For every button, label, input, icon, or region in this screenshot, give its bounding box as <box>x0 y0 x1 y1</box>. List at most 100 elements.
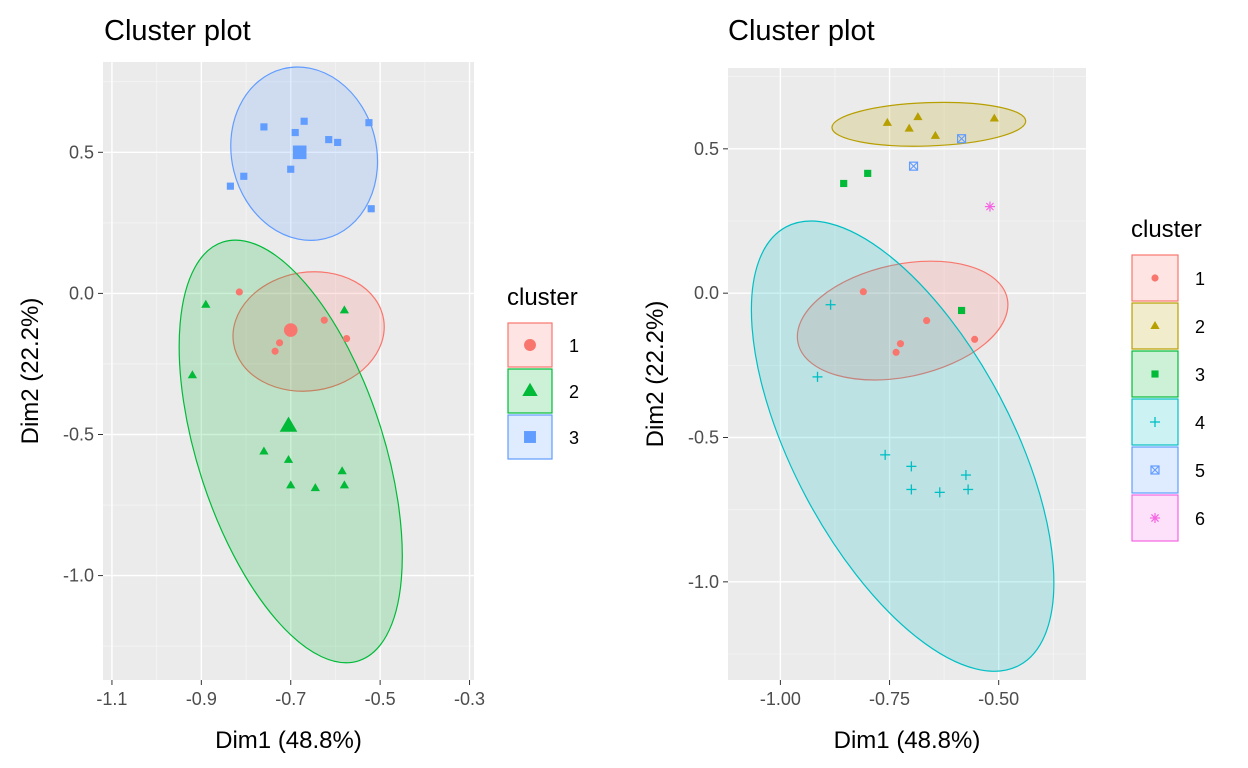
data-point <box>956 134 967 144</box>
legend-item-2: 2 <box>507 368 579 414</box>
y-axis-title: Dim2 (22.2%) <box>642 301 669 448</box>
cluster-ellipse-4 <box>750 220 1055 672</box>
cluster-center <box>292 145 307 160</box>
axes: -1.1 -0.9 -0.7 -0.5 -0.3 -1.0 -0.5 0.0 0.5 <box>63 142 485 709</box>
data-point <box>286 480 296 489</box>
data-point <box>201 299 211 308</box>
plot-background <box>103 62 474 680</box>
cluster-center <box>283 323 298 337</box>
legend-symbol <box>1149 416 1161 428</box>
gridlines <box>103 62 474 680</box>
legend-item-1: 1 <box>1131 254 1205 302</box>
data-point <box>892 348 900 356</box>
data-point <box>913 112 923 121</box>
data-point <box>896 340 905 348</box>
data-point <box>840 179 848 188</box>
data-point <box>859 288 867 296</box>
legend-label: 2 <box>1195 317 1205 337</box>
data-point <box>989 113 999 122</box>
legend-item-2: 2 <box>1131 302 1205 350</box>
x-tick-label: -0.3 <box>454 689 485 709</box>
data-point <box>310 483 320 492</box>
series-4 <box>812 299 974 498</box>
legend-symbol <box>1151 370 1159 378</box>
cluster-center <box>279 416 298 432</box>
x-axis-title: Dim1 (48.8%) <box>834 727 981 754</box>
y-tick-label: -1.0 <box>63 566 94 586</box>
data-point <box>367 205 375 213</box>
data-point <box>275 339 284 347</box>
data-point <box>882 117 892 126</box>
cluster-ellipse-2 <box>178 239 403 664</box>
x-tick-label: -0.7 <box>275 689 306 709</box>
legend: cluster 1 2 3 <box>507 284 579 460</box>
right-cluster-plot: Cluster plot -1.00 -0.75 -0.50 -1.0 -0.5 0.0 0.… <box>642 15 1205 754</box>
data-point <box>923 317 931 325</box>
legend-item-4: 4 <box>1131 398 1205 446</box>
legend-symbol <box>522 382 538 397</box>
data-point <box>271 347 279 355</box>
series-5 <box>908 134 967 171</box>
data-point <box>971 335 979 343</box>
x-tick-label: -0.9 <box>186 689 217 709</box>
x-tick-label: -1.1 <box>96 689 127 709</box>
legend-key <box>1131 302 1179 350</box>
legend-symbol <box>1150 465 1160 475</box>
series-3 <box>226 117 375 213</box>
data-point <box>226 182 234 190</box>
series-3 <box>840 169 966 315</box>
chart-title: Cluster plot <box>728 15 875 47</box>
y-tick-label: 0.5 <box>69 142 94 162</box>
series-1 <box>235 288 351 355</box>
data-point <box>187 370 198 379</box>
x-axis-title: Dim1 (48.8%) <box>215 727 362 754</box>
data-point <box>812 371 823 382</box>
data-point <box>906 461 917 472</box>
data-point <box>339 480 350 489</box>
data-point <box>287 165 295 173</box>
data-point <box>300 117 308 125</box>
cluster-ellipse-1 <box>796 260 1009 381</box>
data-point <box>864 169 872 177</box>
x-tick-label: -0.75 <box>869 689 910 709</box>
legend-symbol <box>524 431 536 443</box>
data-point <box>291 128 299 137</box>
legend-label: 3 <box>569 428 579 448</box>
data-point <box>960 469 971 481</box>
data-point <box>908 161 919 171</box>
data-point <box>325 136 333 144</box>
data-point <box>343 334 351 343</box>
legend-symbol <box>1149 512 1161 524</box>
series-1 <box>859 288 979 356</box>
y-tick-label: 0.5 <box>694 139 719 159</box>
legend: cluster 1 2 3 4 5 6 <box>1131 216 1205 542</box>
legend-symbol <box>1150 321 1160 330</box>
y-tick-label: 0.0 <box>69 283 94 303</box>
legend-symbol <box>1151 274 1159 282</box>
gridlines <box>728 68 1086 680</box>
data-point <box>958 306 966 315</box>
series-2 <box>882 112 999 139</box>
data-point <box>235 288 243 296</box>
cluster-ellipse-1 <box>232 271 385 392</box>
data-point <box>339 305 350 314</box>
chart-title: Cluster plot <box>104 15 251 47</box>
legend-label: 2 <box>569 382 579 402</box>
legend-item-5: 5 <box>1131 446 1205 494</box>
axes: -1.00 -0.75 -0.50 -1.0 -0.5 0.0 0.5 <box>688 139 1019 709</box>
y-tick-label: -0.5 <box>688 428 719 448</box>
x-tick-label: -1.00 <box>760 689 801 709</box>
data-point <box>825 299 836 310</box>
data-point <box>963 484 974 495</box>
data-point <box>337 466 347 475</box>
legend-label: 4 <box>1195 413 1205 433</box>
cluster-ellipse-2 <box>831 101 1027 147</box>
legend-title: cluster <box>1131 216 1202 243</box>
data-point <box>283 454 294 463</box>
x-tick-label: -0.5 <box>365 689 396 709</box>
y-tick-label: -0.5 <box>63 424 94 444</box>
data-point <box>240 172 248 180</box>
left-cluster-plot: Cluster plot -1.1 -0.9 -0.7 -0.5 -0.3 -1.0 -0.5… <box>17 15 579 754</box>
x-tick-label: -0.50 <box>978 689 1019 709</box>
